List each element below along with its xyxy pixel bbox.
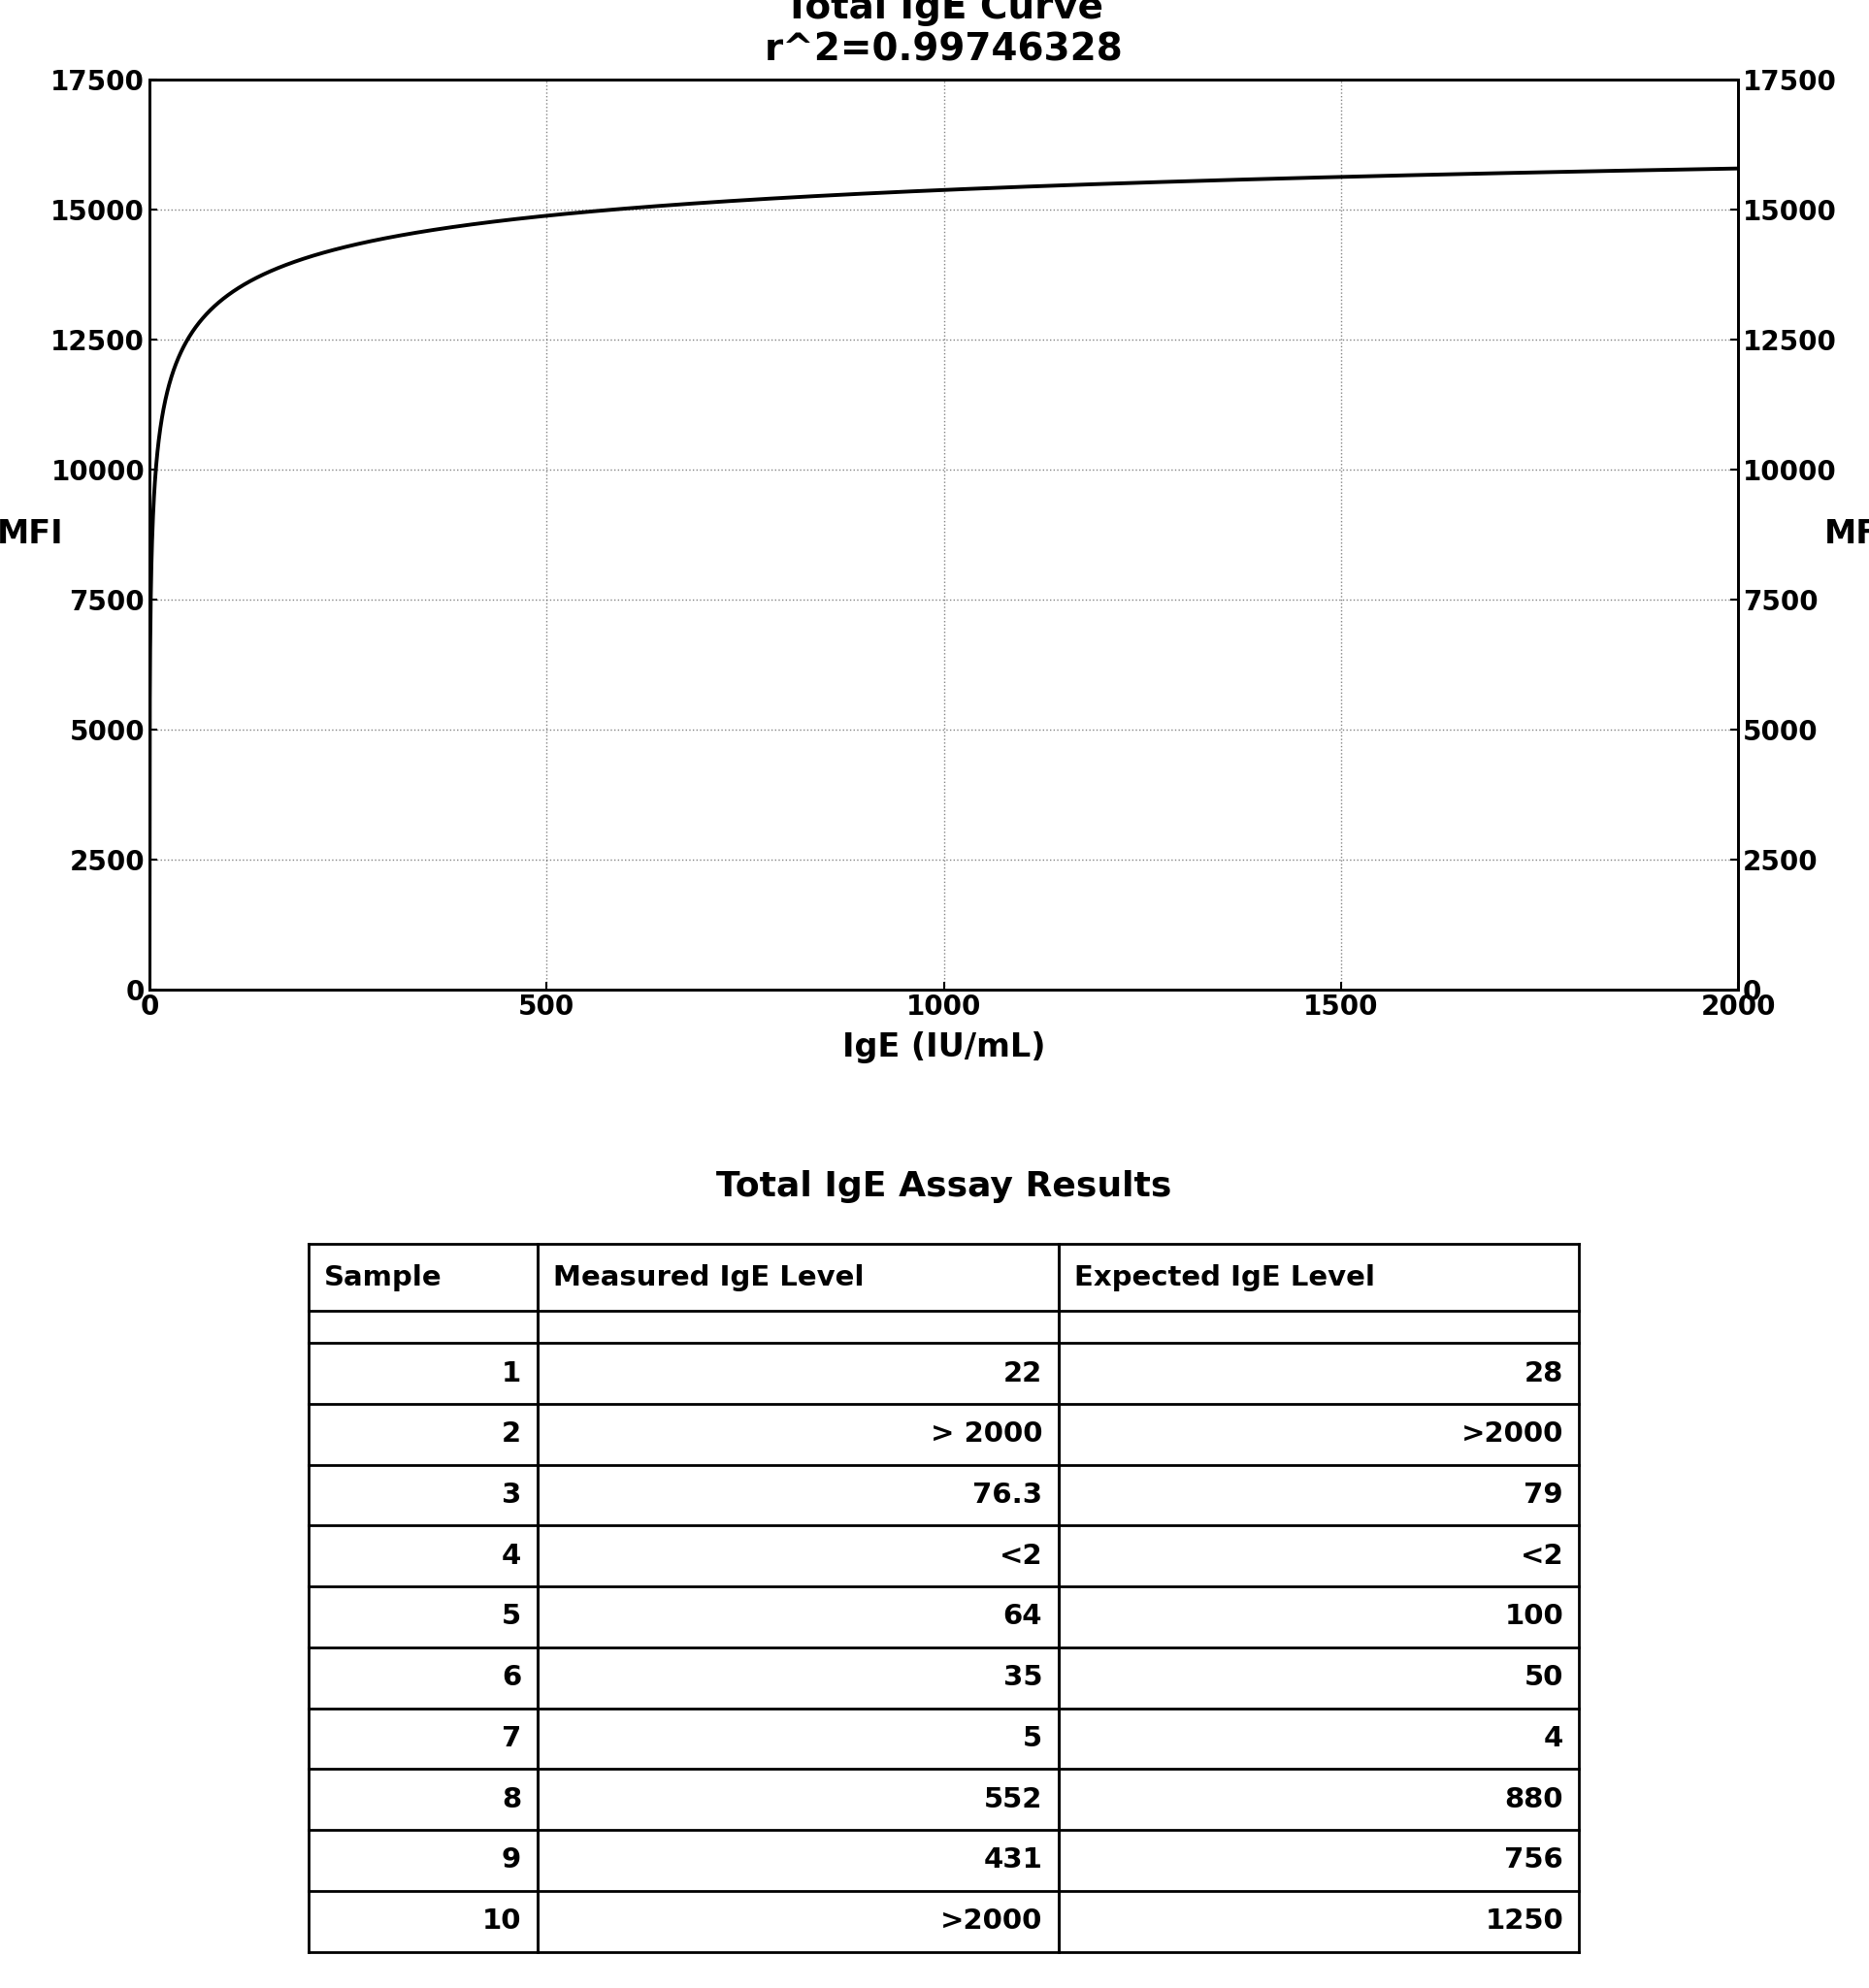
Y-axis label: MFI: MFI bbox=[0, 519, 64, 551]
Text: 4: 4 bbox=[501, 1543, 521, 1571]
X-axis label: IgE (IU/mL): IgE (IU/mL) bbox=[843, 1032, 1045, 1064]
Text: 7: 7 bbox=[501, 1726, 521, 1751]
Text: 5: 5 bbox=[501, 1602, 521, 1630]
Text: >2000: >2000 bbox=[1462, 1421, 1562, 1447]
Text: 22: 22 bbox=[1004, 1360, 1043, 1388]
Text: Sample: Sample bbox=[325, 1264, 443, 1290]
Text: 50: 50 bbox=[1525, 1664, 1562, 1692]
Text: 4: 4 bbox=[1544, 1726, 1562, 1751]
Text: Total IgE Assay Results: Total IgE Assay Results bbox=[716, 1169, 1172, 1203]
Text: 5: 5 bbox=[1022, 1726, 1043, 1751]
Text: 431: 431 bbox=[983, 1847, 1043, 1875]
Text: 79: 79 bbox=[1523, 1481, 1562, 1509]
Y-axis label: MFI: MFI bbox=[1824, 519, 1869, 551]
Text: 756: 756 bbox=[1505, 1847, 1562, 1875]
Title: Total IgE Curve
r^2=0.99746328: Total IgE Curve r^2=0.99746328 bbox=[764, 0, 1123, 68]
Text: 100: 100 bbox=[1505, 1602, 1562, 1630]
Text: 880: 880 bbox=[1505, 1785, 1562, 1813]
Text: 552: 552 bbox=[983, 1785, 1043, 1813]
Text: 2: 2 bbox=[501, 1421, 521, 1447]
Text: <2: <2 bbox=[1519, 1543, 1562, 1571]
Text: <2: <2 bbox=[1000, 1543, 1043, 1571]
Text: Measured IgE Level: Measured IgE Level bbox=[553, 1264, 863, 1290]
Text: 3: 3 bbox=[501, 1481, 521, 1509]
Text: 9: 9 bbox=[501, 1847, 521, 1875]
Text: 64: 64 bbox=[1004, 1602, 1043, 1630]
Text: >2000: >2000 bbox=[940, 1908, 1043, 1934]
Text: 8: 8 bbox=[501, 1785, 521, 1813]
Text: 28: 28 bbox=[1525, 1360, 1562, 1388]
Text: Expected IgE Level: Expected IgE Level bbox=[1075, 1264, 1376, 1290]
Text: 1: 1 bbox=[501, 1360, 521, 1388]
Text: 10: 10 bbox=[482, 1908, 521, 1934]
Text: 76.3: 76.3 bbox=[972, 1481, 1043, 1509]
Text: 35: 35 bbox=[1004, 1664, 1043, 1692]
Text: > 2000: > 2000 bbox=[931, 1421, 1043, 1447]
Text: 6: 6 bbox=[501, 1664, 521, 1692]
Text: 1250: 1250 bbox=[1486, 1908, 1562, 1934]
